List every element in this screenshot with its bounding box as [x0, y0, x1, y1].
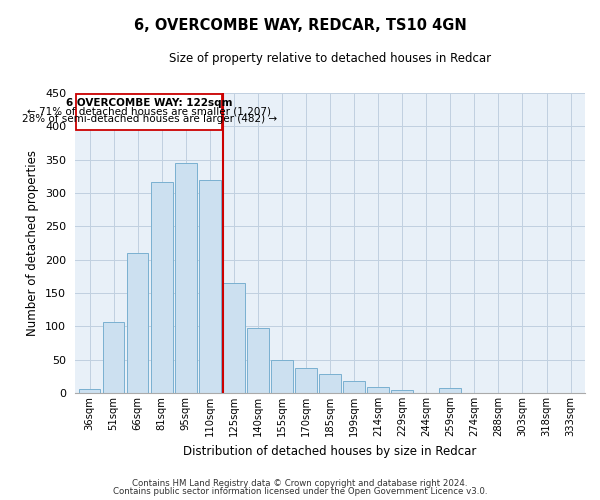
Text: Contains public sector information licensed under the Open Government Licence v3: Contains public sector information licen…	[113, 487, 487, 496]
Bar	[367, 387, 389, 393]
Bar	[175, 163, 197, 393]
Title: Size of property relative to detached houses in Redcar: Size of property relative to detached ho…	[169, 52, 491, 66]
Text: 6 OVERCOMBE WAY: 122sqm: 6 OVERCOMBE WAY: 122sqm	[66, 98, 232, 108]
Bar	[439, 388, 461, 393]
Bar	[79, 389, 100, 393]
Bar	[151, 182, 173, 393]
Text: 6, OVERCOMBE WAY, REDCAR, TS10 4GN: 6, OVERCOMBE WAY, REDCAR, TS10 4GN	[134, 18, 466, 32]
Text: Contains HM Land Registry data © Crown copyright and database right 2024.: Contains HM Land Registry data © Crown c…	[132, 478, 468, 488]
Text: 28% of semi-detached houses are larger (482) →: 28% of semi-detached houses are larger (…	[22, 114, 277, 124]
Bar	[127, 253, 148, 393]
FancyBboxPatch shape	[76, 94, 222, 130]
Bar	[247, 328, 269, 393]
Bar	[295, 368, 317, 393]
Bar	[103, 322, 124, 393]
Y-axis label: Number of detached properties: Number of detached properties	[26, 150, 40, 336]
Text: ← 71% of detached houses are smaller (1,207): ← 71% of detached houses are smaller (1,…	[27, 106, 271, 117]
Bar	[223, 283, 245, 393]
Bar	[391, 390, 413, 393]
Bar	[199, 180, 221, 393]
Bar	[343, 381, 365, 393]
Bar	[271, 360, 293, 393]
X-axis label: Distribution of detached houses by size in Redcar: Distribution of detached houses by size …	[184, 444, 477, 458]
Bar	[319, 374, 341, 393]
